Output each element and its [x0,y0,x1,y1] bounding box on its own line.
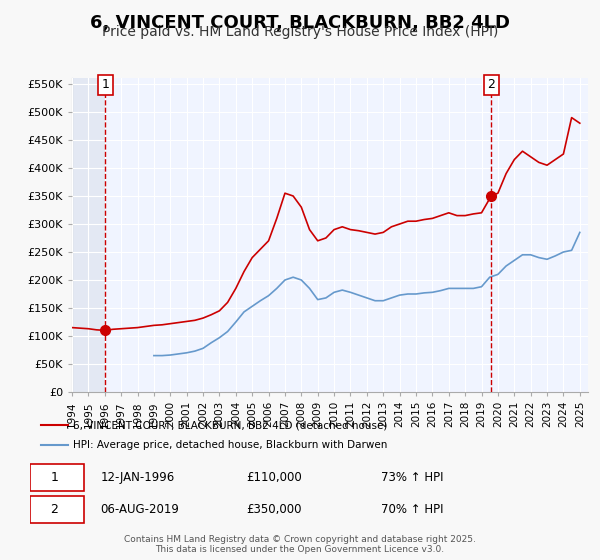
Text: 1: 1 [50,471,58,484]
Text: Contains HM Land Registry data © Crown copyright and database right 2025.
This d: Contains HM Land Registry data © Crown c… [124,535,476,554]
Text: £110,000: £110,000 [246,471,302,484]
Text: 70% ↑ HPI: 70% ↑ HPI [381,503,443,516]
Text: 6, VINCENT COURT, BLACKBURN, BB2 4LD (detached house): 6, VINCENT COURT, BLACKBURN, BB2 4LD (de… [73,420,388,430]
Text: 12-JAN-1996: 12-JAN-1996 [100,471,175,484]
Text: 2: 2 [50,503,58,516]
Text: 6, VINCENT COURT, BLACKBURN, BB2 4LD: 6, VINCENT COURT, BLACKBURN, BB2 4LD [90,14,510,32]
Text: HPI: Average price, detached house, Blackburn with Darwen: HPI: Average price, detached house, Blac… [73,440,388,450]
Text: 2: 2 [487,78,495,91]
Bar [72,78,106,392]
Text: £350,000: £350,000 [246,503,302,516]
Text: Price paid vs. HM Land Registry's House Price Index (HPI): Price paid vs. HM Land Registry's House … [102,25,498,39]
FancyBboxPatch shape [30,496,84,523]
Text: 1: 1 [101,78,109,91]
FancyBboxPatch shape [30,464,84,491]
Text: 06-AUG-2019: 06-AUG-2019 [100,503,179,516]
Text: 73% ↑ HPI: 73% ↑ HPI [381,471,443,484]
